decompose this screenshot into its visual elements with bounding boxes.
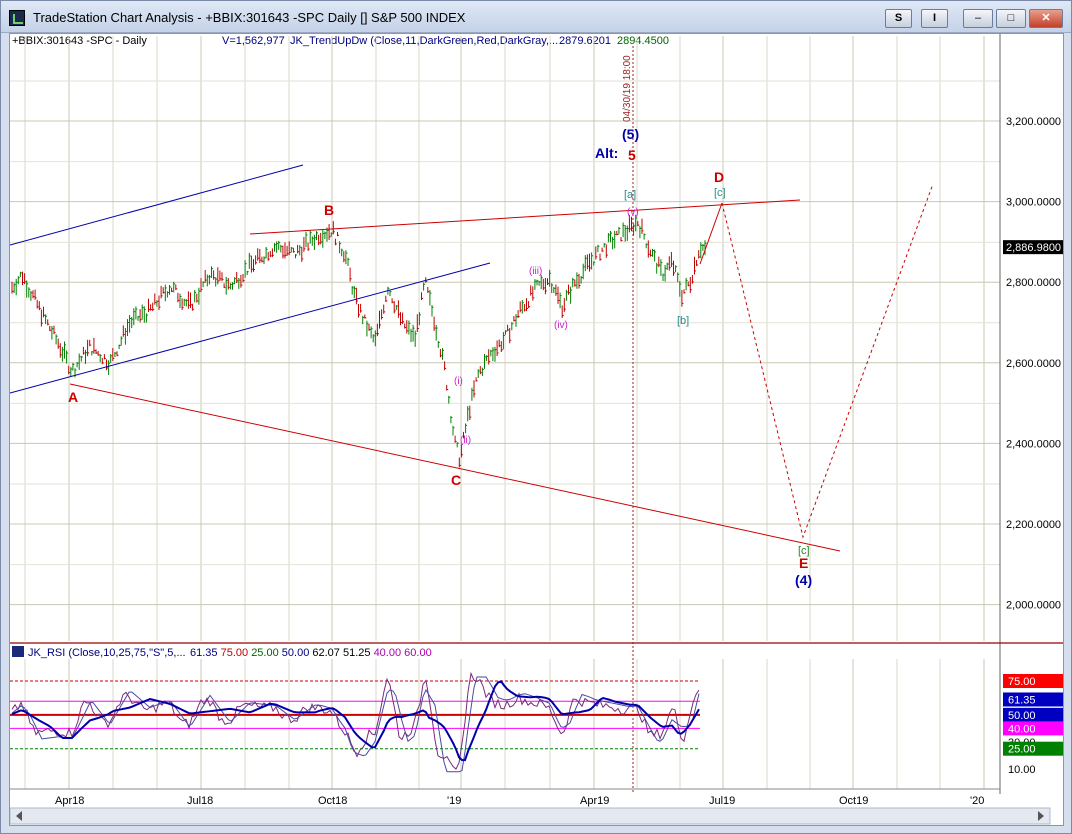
projection-dashed-path bbox=[721, 183, 934, 539]
wave-label-E: E bbox=[799, 555, 808, 571]
horizontal-scrollbar bbox=[10, 807, 1051, 825]
indicator-menu-button[interactable]: I bbox=[921, 9, 948, 28]
rsi-fast-line bbox=[11, 671, 700, 770]
wave-label-A: A bbox=[68, 389, 78, 405]
wave-label-v: (v) bbox=[627, 207, 639, 218]
time-axis-label: Oct19 bbox=[839, 795, 868, 807]
time-marker-label: 04/30/19 18:00 bbox=[622, 55, 633, 122]
wave-label-c-top: [c] bbox=[714, 187, 726, 199]
wave-label-a: [a] bbox=[624, 189, 636, 201]
rsi-line bbox=[11, 676, 700, 773]
price-axis-tick-label: 3,000.0000 bbox=[1006, 197, 1061, 209]
indicator-value-2: 2894.4500 bbox=[617, 35, 669, 47]
wave-label-C: C bbox=[451, 472, 461, 488]
rsi-value-5: 51.25 bbox=[342, 647, 374, 659]
chart-area[interactable]: +BBIX:301643 -SPC - Daily V=1,562,977 JK… bbox=[9, 33, 1064, 826]
price-axis-tick-label: 2,800.0000 bbox=[1006, 277, 1061, 289]
rsi-axis-tag bbox=[1003, 674, 1063, 688]
volume-readout: V=1,562,977 bbox=[222, 35, 285, 47]
projection-d-leg bbox=[699, 202, 723, 265]
indicator-readout: JK_TrendUpDw (Close,11,DarkGreen,Red,Dar… bbox=[290, 35, 559, 47]
title-bar[interactable]: TradeStation Chart Analysis - +BBIX:3016… bbox=[1, 1, 1071, 33]
wave-label-alt: Alt: bbox=[595, 145, 618, 161]
symbol-menu-button[interactable]: S bbox=[885, 9, 912, 28]
close-button[interactable]: ✕ bbox=[1029, 9, 1063, 28]
wave-label-B: B bbox=[324, 202, 334, 218]
rsi-value-6: 40.00 bbox=[373, 647, 405, 659]
last-price-label: 2,886.9800 bbox=[1006, 242, 1061, 254]
rsi-axis-label: 40.00 bbox=[1008, 723, 1036, 735]
time-axis-label: Jul18 bbox=[187, 795, 213, 807]
rsi-axis-tag bbox=[1003, 707, 1063, 722]
wave-label-ii: (ii) bbox=[460, 435, 471, 446]
time-axis-label: '20 bbox=[970, 795, 984, 807]
wave-label-iii: (iii) bbox=[529, 266, 542, 277]
price-axis-tick-label: 3,200.0000 bbox=[1006, 116, 1061, 128]
price-axis-tick-label: 2,400.0000 bbox=[1006, 438, 1061, 450]
wave-label-5: (5) bbox=[622, 126, 639, 142]
rsi-value-4: 62.07 bbox=[312, 647, 343, 659]
price-axis-tick-label: 2,200.0000 bbox=[1006, 519, 1061, 531]
rsi-axis-tag bbox=[1003, 741, 1063, 756]
time-axis-label: Jul19 bbox=[709, 795, 735, 807]
rsi-value-2: 25.00 bbox=[251, 647, 282, 659]
rsi-value-7: 60.00 bbox=[404, 647, 432, 659]
wave-label-alt-5: 5 bbox=[628, 147, 636, 163]
time-axis-label: Oct18 bbox=[318, 795, 347, 807]
tradestation-app-icon bbox=[9, 10, 25, 26]
rsi-values-readout: 61.35 75.00 25.00 50.00 62.07 51.25 40.0… bbox=[190, 647, 432, 659]
price-bars-group bbox=[11, 214, 707, 468]
wave-label-c-bottom: [c] bbox=[798, 545, 810, 557]
red-triangle-lower-line bbox=[69, 383, 841, 552]
wave-label-b: [b] bbox=[677, 315, 689, 327]
maximize-button[interactable]: □ bbox=[996, 9, 1026, 28]
rsi-axis-tag bbox=[1003, 692, 1063, 707]
time-axis-label: Apr19 bbox=[580, 795, 609, 807]
rsi-axis-label: 10.00 bbox=[1008, 764, 1036, 776]
rsi-axis-label: 50.00 bbox=[1008, 710, 1036, 722]
blue-channel-upper-line bbox=[10, 164, 304, 246]
time-axis-label: Apr18 bbox=[55, 795, 84, 807]
price-axis-tick-label: 2,000.0000 bbox=[1006, 600, 1061, 612]
wave-label-D: D bbox=[714, 169, 724, 185]
time-axis-label: '19 bbox=[447, 795, 461, 807]
rsi-value-3: 50.00 bbox=[281, 647, 313, 659]
last-price-tag bbox=[1003, 240, 1063, 255]
rsi-axis-tag bbox=[1003, 721, 1063, 736]
price-axis-tick-label: 2,600.0000 bbox=[1006, 358, 1061, 370]
minimize-button[interactable]: – bbox=[963, 9, 993, 28]
wave-label-i: (i) bbox=[454, 376, 463, 387]
blue-channel-lower-line bbox=[10, 262, 491, 394]
rsi-indicator-label: JK_RSI (Close,10,25,75,"S",5,... bbox=[28, 647, 186, 659]
rsi-value-1: 75.00 bbox=[220, 647, 252, 659]
window-title: TradeStation Chart Analysis - +BBIX:3016… bbox=[33, 10, 466, 25]
rsi-average-line bbox=[11, 680, 700, 762]
scroll-right-arrow[interactable] bbox=[1038, 811, 1044, 821]
wave-label-4: (4) bbox=[795, 572, 812, 588]
scroll-left-arrow[interactable] bbox=[16, 811, 22, 821]
red-triangle-upper-line bbox=[249, 199, 801, 235]
rsi-axis-label: 75.00 bbox=[1008, 676, 1036, 688]
rsi-panel-icon bbox=[12, 646, 24, 657]
rsi-axis-label: 61.35 bbox=[1008, 694, 1036, 706]
rsi-axis-label: 25.00 bbox=[1008, 744, 1036, 756]
wave-label-iv: (iv) bbox=[554, 320, 568, 331]
indicator-value-1: 2879.6201 bbox=[559, 35, 611, 47]
price-chart-svg[interactable]: 3,200.0000 3,000.0000 2,800.0000 2,600.0000… bbox=[10, 34, 1064, 826]
rsi-value-0: 61.35 bbox=[190, 647, 221, 659]
